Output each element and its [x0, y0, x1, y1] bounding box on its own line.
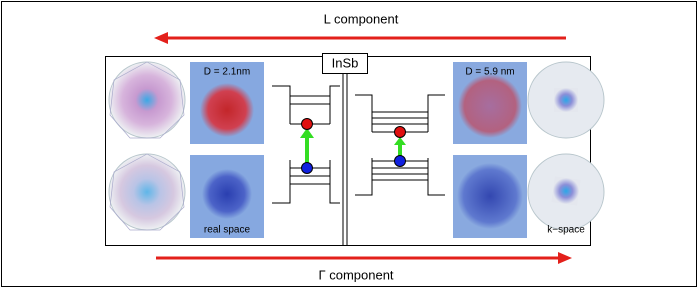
figure: L component InSb D = 2.1nm real space D …: [0, 0, 698, 288]
k-space-density: [551, 176, 580, 205]
material-label: InSb: [332, 55, 359, 70]
wavefunction-cloud: [458, 74, 522, 138]
hole: [302, 163, 313, 174]
left-space-label: real space: [204, 225, 251, 236]
wavefunction-cloud: [200, 83, 254, 137]
right-space-label: k−space: [547, 225, 585, 236]
wavefunction-cloud: [202, 169, 252, 219]
hole: [395, 156, 406, 167]
right-size-label: D = 5.9 nm: [465, 67, 514, 78]
wavefunction-cloud: [457, 163, 523, 229]
electron: [302, 119, 313, 130]
top-arrow-label: L component: [324, 11, 399, 26]
electron: [395, 127, 406, 138]
left-size-label: D = 2.1nm: [204, 67, 250, 78]
bottom-arrow-label: Γ component: [318, 267, 393, 282]
k-space-density: [554, 88, 578, 112]
